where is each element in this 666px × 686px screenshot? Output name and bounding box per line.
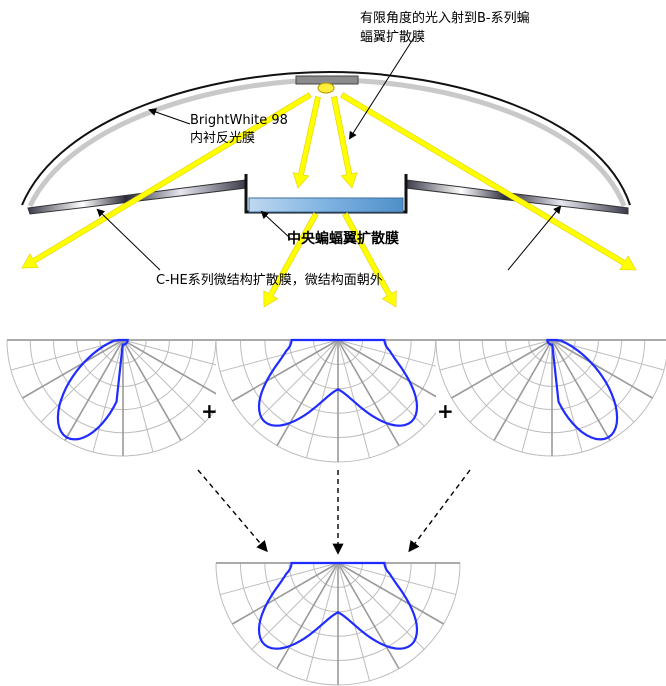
center-diffuser-film	[248, 197, 404, 213]
polar-spoke	[469, 339, 553, 423]
polar-plot-result	[215, 561, 461, 686]
polar-spoke	[337, 339, 445, 402]
polar-plot-right	[435, 338, 666, 457]
polar-spoke	[92, 339, 124, 453]
plus-operator-1: +	[201, 399, 218, 423]
polar-plot-left	[6, 338, 240, 457]
arrow-down-icon	[408, 469, 471, 553]
polar-spoke	[337, 562, 445, 625]
distribution-curve	[257, 338, 419, 427]
ray-far-left	[21, 92, 312, 269]
leader-side-left	[96, 208, 161, 271]
liner-label-line1: BrightWhite 98	[190, 113, 288, 128]
polar-spoke	[493, 339, 553, 441]
combine-arrows	[197, 469, 471, 555]
luminaire	[21, 70, 631, 215]
reflector-liner	[27, 77, 627, 208]
polar-spoke	[251, 339, 339, 427]
polar-spoke	[122, 339, 154, 453]
polar-spoke	[451, 339, 553, 399]
polar-spoke	[439, 339, 553, 371]
ray-inner-left	[292, 96, 321, 189]
arrow-down-icon	[197, 469, 268, 553]
top-label-line1: 有限角度的光入射到B-系列蝙	[360, 10, 530, 26]
ray-out-left	[263, 212, 319, 308]
polar-spoke	[337, 562, 456, 596]
polar-spoke	[551, 339, 635, 423]
polar-spoke	[231, 339, 339, 402]
polar-spoke	[122, 339, 224, 399]
polar-spoke	[337, 339, 425, 427]
polar-spoke	[64, 339, 124, 441]
polar-spoke	[337, 562, 400, 670]
distribution-curve	[56, 338, 129, 441]
ray-inner-right	[331, 96, 358, 189]
polar-spoke	[231, 562, 339, 625]
polar-spoke	[276, 562, 339, 670]
polar-spoke	[337, 562, 425, 650]
polar-spoke	[251, 562, 339, 650]
leader-lines	[96, 35, 562, 271]
polar-spoke	[276, 339, 339, 447]
polar-spoke	[305, 562, 339, 681]
distribution-curve	[546, 338, 619, 441]
polar-spoke	[220, 562, 339, 596]
polar-spoke	[551, 339, 611, 441]
leader-liner	[148, 108, 191, 125]
polar-spoke	[521, 339, 553, 453]
top-label-line2: 蝠翼扩散膜	[360, 30, 425, 45]
light-rays	[21, 92, 637, 308]
plus-operator-2: +	[437, 399, 454, 423]
polar-plot-center	[215, 338, 461, 463]
center-film-label: 中央蝙蝠翼扩散膜	[287, 230, 399, 247]
polar-spoke	[220, 339, 339, 373]
reflector-dome	[21, 70, 631, 206]
polar-spoke	[40, 339, 124, 423]
ray-out-right	[342, 212, 397, 308]
ray-far-right	[340, 92, 637, 271]
leader-center-film	[260, 210, 291, 239]
light-source-icon	[317, 82, 335, 94]
polar-spoke	[337, 339, 400, 447]
polar-spoke	[305, 339, 339, 458]
leader-top	[348, 35, 416, 140]
distribution-curve	[257, 561, 419, 650]
polar-spoke	[122, 339, 206, 423]
polar-spoke	[337, 339, 371, 458]
side-film-label: C-HE系列微结构扩散膜，微结构面朝外	[156, 273, 383, 288]
polar-spoke	[551, 339, 653, 399]
polar-spoke	[122, 339, 182, 441]
polar-spoke	[551, 339, 583, 453]
polar-spoke	[22, 339, 124, 399]
leader-side-right	[507, 205, 562, 271]
liner-label-line2: 内衬反光膜	[190, 130, 255, 146]
polar-spoke	[337, 562, 371, 681]
